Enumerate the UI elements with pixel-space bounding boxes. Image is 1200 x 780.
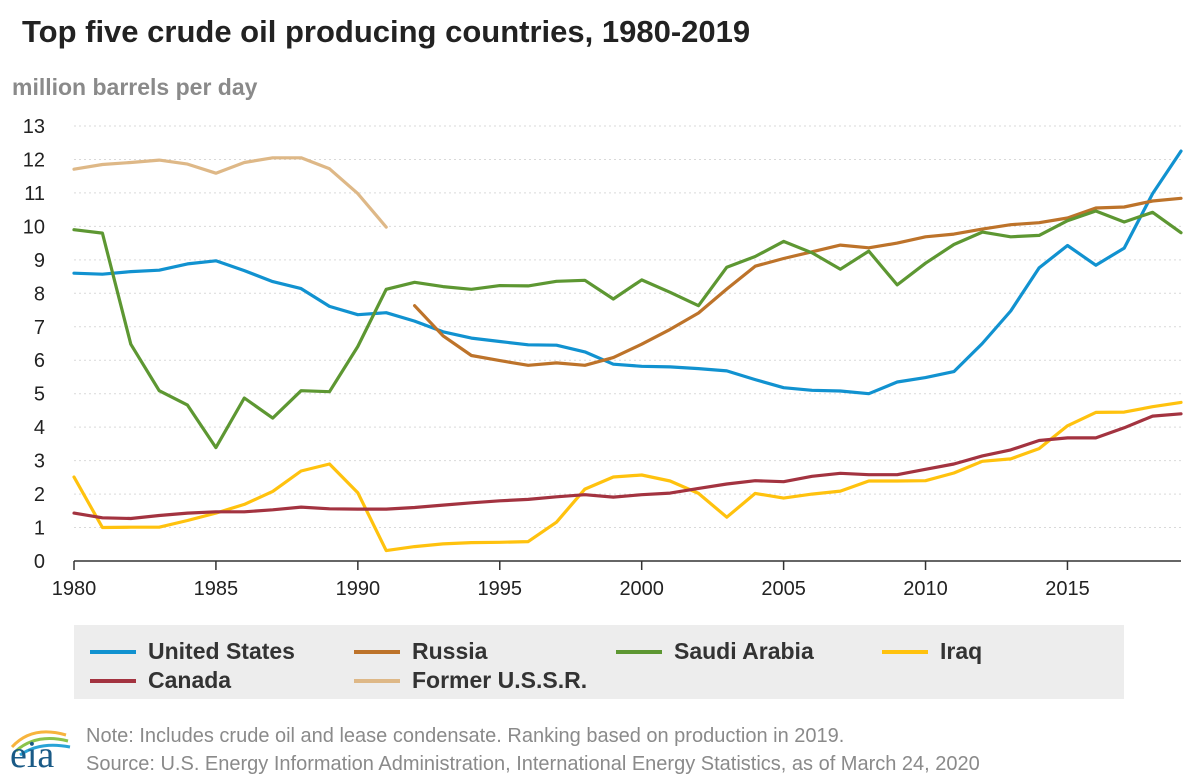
chart-source: Source: U.S. Energy Information Administ…: [86, 753, 980, 775]
chart-note: Note: Includes crude oil and lease conde…: [86, 725, 845, 747]
y-tick-label: 11: [24, 183, 45, 205]
chart-title: Top five crude oil producing countries, …: [22, 14, 751, 49]
legend-swatch: [882, 649, 928, 654]
chart-footer: eia Note: Includes crude oil and lease c…: [0, 715, 1200, 780]
series-line-iraq: [72, 400, 1183, 553]
y-tick-label: 0: [34, 551, 45, 573]
series-line-canada: [72, 412, 1183, 521]
legend-item-russia: Russia: [354, 638, 487, 665]
legend-label: Saudi Arabia: [674, 638, 814, 664]
series-line-united-states: [72, 149, 1183, 396]
legend-label: Russia: [412, 638, 488, 664]
x-tick-label: 1995: [478, 578, 523, 600]
y-tick-label: 3: [34, 451, 45, 473]
y-tick-label: 13: [23, 116, 45, 138]
y-tick-label: 2: [34, 484, 45, 506]
legend-item-canada: Canada: [90, 667, 231, 694]
legend-swatch: [354, 649, 400, 654]
eia-logo: eia: [6, 725, 72, 777]
y-tick-label: 4: [34, 417, 45, 439]
y-axis-unit-label: million barrels per day: [12, 74, 258, 100]
legend-label: Canada: [148, 667, 232, 693]
eia-logo-text: eia: [10, 734, 55, 776]
y-tick-label: 9: [34, 250, 45, 272]
x-tick-label: 1985: [194, 578, 239, 600]
chart-legend: United States Russia Saudi Arabia Iraq C…: [74, 625, 1124, 699]
y-tick-label: 7: [34, 317, 45, 339]
legend-item-united-states: United States: [90, 638, 295, 665]
x-tick-label: 2005: [761, 578, 806, 600]
legend-swatch: [90, 649, 136, 654]
y-tick-label: 6: [34, 350, 45, 372]
x-tick-label: 2010: [903, 578, 948, 600]
x-tick-label: 2015: [1045, 578, 1090, 600]
x-tick-label: 2000: [619, 578, 664, 600]
series-line-russia: [413, 196, 1183, 367]
legend-item-saudi-arabia: Saudi Arabia: [616, 638, 814, 665]
y-tick-label: 12: [23, 149, 45, 171]
y-tick-label: 5: [34, 384, 45, 406]
legend-swatch: [616, 649, 662, 654]
y-tick-label: 10: [23, 216, 45, 238]
legend-label: United States: [148, 638, 295, 664]
x-tick-label: 1980: [52, 578, 97, 600]
legend-label: Former U.S.S.R.: [412, 667, 588, 693]
legend-swatch: [90, 678, 136, 683]
series-line-saudi-arabia: [72, 209, 1183, 450]
eia-logo-arcs-icon: [10, 730, 71, 757]
series-line-former-u-s-s-r: [72, 156, 388, 229]
y-tick-label: 1: [34, 518, 45, 540]
legend-label: Iraq: [940, 638, 983, 664]
legend-item-iraq: Iraq: [882, 638, 982, 665]
legend-swatch: [354, 678, 400, 683]
legend-item-former-ussr: Former U.S.S.R.: [354, 667, 587, 694]
x-tick-label: 1990: [336, 578, 381, 600]
y-tick-label: 8: [34, 283, 45, 305]
